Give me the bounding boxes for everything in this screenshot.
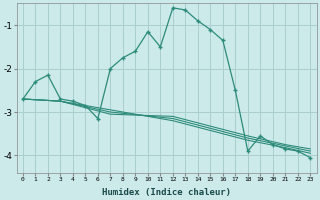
X-axis label: Humidex (Indice chaleur): Humidex (Indice chaleur) xyxy=(102,188,231,197)
